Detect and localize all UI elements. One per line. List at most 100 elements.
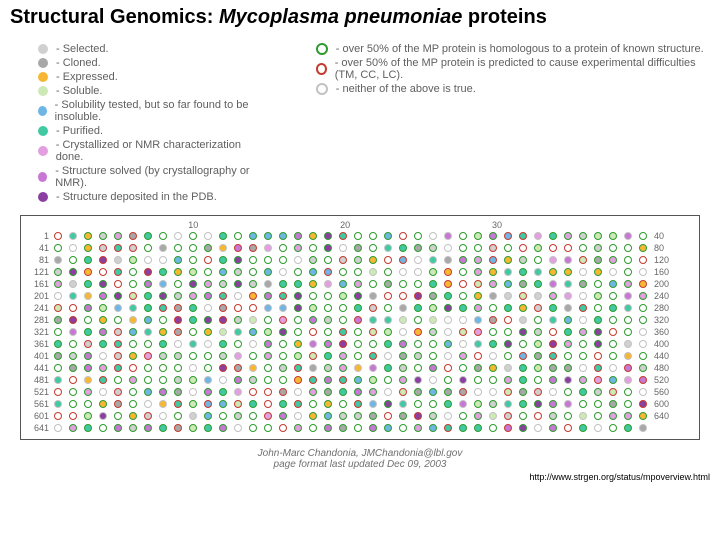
- protein-circle: [564, 328, 572, 336]
- protein-cell: [636, 350, 650, 361]
- legend-ring-icon: [316, 63, 327, 75]
- protein-cell: [516, 290, 530, 301]
- protein-cell: [96, 398, 110, 409]
- legend-dot-icon: [38, 146, 48, 156]
- protein-cell: [306, 254, 320, 265]
- protein-cell: [516, 374, 530, 385]
- protein-circle: [204, 280, 212, 288]
- protein-cell: [51, 254, 65, 265]
- protein-cell: [81, 386, 95, 397]
- protein-circle: [219, 424, 227, 432]
- protein-circle: [564, 340, 572, 348]
- protein-cell: [366, 398, 380, 409]
- legend-label: - Structure deposited in the PDB.: [56, 191, 217, 203]
- protein-circle: [549, 340, 557, 348]
- protein-circle: [609, 376, 617, 384]
- protein-circle: [399, 268, 407, 276]
- protein-circle: [174, 376, 182, 384]
- protein-cell: [81, 266, 95, 277]
- protein-circle: [69, 304, 77, 312]
- protein-cell: [186, 302, 200, 313]
- row-label-right: 480: [650, 363, 680, 373]
- protein-cell: [96, 254, 110, 265]
- protein-cell: [111, 242, 125, 253]
- protein-cell: [576, 422, 590, 433]
- protein-circle: [294, 340, 302, 348]
- protein-circle: [594, 304, 602, 312]
- protein-cell: [396, 398, 410, 409]
- axis-tick: [95, 220, 110, 230]
- protein-cell: [531, 254, 545, 265]
- protein-cell: [501, 290, 515, 301]
- protein-cell: [81, 410, 95, 421]
- protein-circle: [69, 328, 77, 336]
- protein-cell: [366, 350, 380, 361]
- protein-circle: [519, 304, 527, 312]
- protein-circle: [204, 424, 212, 432]
- protein-circle: [579, 292, 587, 300]
- grid-row: 521560: [27, 386, 693, 397]
- protein-circle: [219, 376, 227, 384]
- protein-cell: [171, 266, 185, 277]
- protein-cell: [321, 278, 335, 289]
- protein-circle: [549, 364, 557, 372]
- protein-circle: [444, 292, 452, 300]
- protein-cell: [441, 290, 455, 301]
- protein-cell: [501, 422, 515, 433]
- protein-cell: [201, 266, 215, 277]
- protein-circle: [174, 424, 182, 432]
- protein-circle: [54, 376, 62, 384]
- protein-circle: [234, 400, 242, 408]
- protein-cell: [411, 254, 425, 265]
- protein-circle: [294, 400, 302, 408]
- protein-circle: [249, 316, 257, 324]
- protein-cell: [606, 266, 620, 277]
- protein-circle: [354, 412, 362, 420]
- row-label-left: 401: [27, 351, 51, 361]
- protein-cell: [261, 422, 275, 433]
- protein-cell: [471, 410, 485, 421]
- protein-circle: [84, 268, 92, 276]
- protein-cell: [546, 410, 560, 421]
- protein-circle: [579, 412, 587, 420]
- row-label-left: 481: [27, 375, 51, 385]
- axis-tick: [398, 220, 413, 230]
- protein-circle: [174, 400, 182, 408]
- protein-cell: [51, 338, 65, 349]
- protein-cell: [51, 350, 65, 361]
- protein-cell: [381, 302, 395, 313]
- protein-cell: [501, 314, 515, 325]
- protein-cell: [606, 338, 620, 349]
- protein-cell: [306, 326, 320, 337]
- protein-cell: [501, 386, 515, 397]
- protein-circle: [384, 232, 392, 240]
- protein-circle: [534, 244, 542, 252]
- legend-dot-icon: [38, 172, 47, 182]
- protein-cell: [396, 326, 410, 337]
- protein-cell: [366, 278, 380, 289]
- protein-cell: [321, 410, 335, 421]
- axis-tick: [307, 220, 322, 230]
- protein-cell: [381, 242, 395, 253]
- protein-circle: [594, 280, 602, 288]
- protein-cell: [81, 230, 95, 241]
- protein-cell: [501, 230, 515, 241]
- protein-circle: [474, 352, 482, 360]
- protein-cell: [141, 302, 155, 313]
- row-cells: [51, 386, 650, 397]
- protein-circle: [504, 376, 512, 384]
- protein-circle: [309, 352, 317, 360]
- protein-cell: [561, 254, 575, 265]
- protein-cell: [426, 350, 440, 361]
- protein-cell: [96, 290, 110, 301]
- protein-cell: [81, 254, 95, 265]
- protein-cell: [141, 374, 155, 385]
- protein-circle: [639, 244, 647, 252]
- legend-ring-icon: [316, 83, 328, 95]
- protein-cell: [396, 422, 410, 433]
- protein-circle: [99, 268, 107, 276]
- protein-cell: [216, 326, 230, 337]
- protein-circle: [639, 304, 647, 312]
- protein-cell: [336, 410, 350, 421]
- protein-circle: [549, 280, 557, 288]
